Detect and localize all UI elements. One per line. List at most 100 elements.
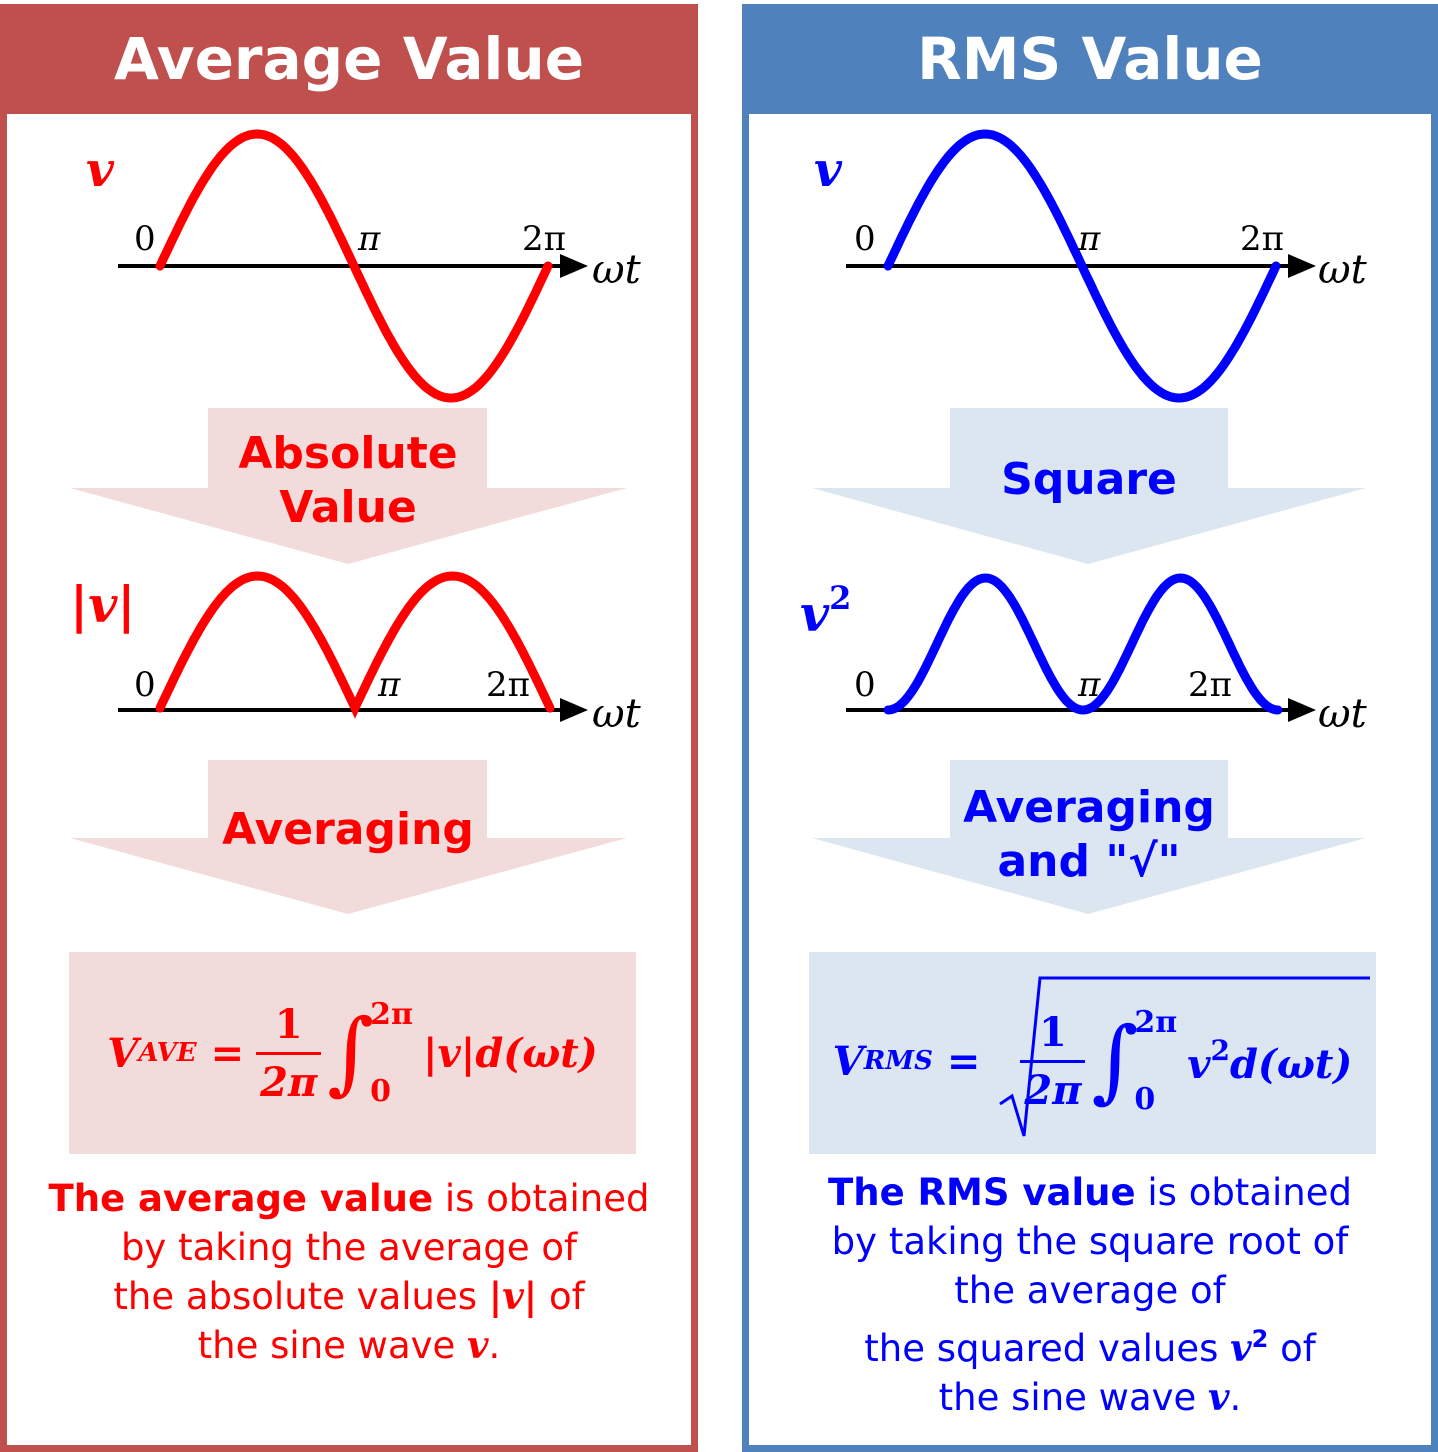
right-desc-line3: the average of <box>954 1269 1226 1312</box>
rms-value-panel: RMS Value <box>742 4 1438 1452</box>
right-sine-wave <box>883 129 1281 403</box>
left-arrow1-line2: Value <box>279 482 417 533</box>
left-wave1-label: v <box>86 142 114 198</box>
right-formula-upper: 2π <box>1134 1005 1178 1040</box>
right-desc-line4-sup: 2 <box>1251 1325 1269 1353</box>
right-formula-box <box>809 952 1376 1154</box>
left-formula-integral: ∫ 2π 0 <box>327 997 413 1109</box>
left-desc-line4-post: . <box>488 1324 501 1367</box>
left-desc-line1-rest: is obtained <box>433 1177 650 1220</box>
right-arrow2-line1: Averaging <box>963 782 1215 833</box>
right-axis-1-arrowhead <box>1288 254 1316 278</box>
right-formula-integrand-var: v <box>1187 1041 1211 1088</box>
right-formula-numerator: 1 <box>1039 1008 1067 1056</box>
right-desc-line2: by taking the square root of <box>831 1220 1349 1263</box>
average-value-panel: Average Value <box>0 4 698 1452</box>
right-formula: V RMS = 1 2π ∫ 2π 0 v2d(ωt) <box>809 968 1376 1154</box>
right-desc-bold: The RMS value <box>828 1171 1136 1214</box>
left-arrow1-line1: Absolute <box>238 428 458 479</box>
left-desc-line4-pre: the sine wave <box>197 1324 468 1367</box>
left-abs-tick-0: 0 <box>134 665 156 705</box>
left-formula-sub: AVE <box>138 1038 197 1068</box>
right-formula-integrand-rest: d(ωt) <box>1229 1041 1353 1088</box>
right-desc-line5-pre: the sine wave <box>938 1376 1209 1419</box>
right-axis-2-arrowhead <box>1288 698 1316 722</box>
left-axis-2-arrowhead <box>560 698 588 722</box>
right-desc-line1: The RMS value is obtained <box>749 1168 1431 1217</box>
left-formula-numerator: 1 <box>274 1000 303 1048</box>
left-formula-limits: 2π 0 <box>370 997 413 1109</box>
left-formula-equals: = <box>210 1029 245 1077</box>
left-desc-line4: the sine wave v. <box>7 1321 691 1370</box>
right-desc-line1-rest: is obtained <box>1135 1171 1352 1214</box>
left-desc-line3: the absolute values |v| of <box>7 1272 691 1321</box>
right-formula-integral: ∫ 2π 0 <box>1091 1005 1177 1117</box>
right-desc-line4: the squared values v2 of <box>749 1315 1431 1373</box>
right-arrow2-line2: and "√" <box>997 836 1181 887</box>
left-arrow2-label: Averaging <box>222 804 474 855</box>
left-desc-line3-post: of <box>537 1275 585 1318</box>
rms-value-header: RMS Value <box>742 4 1438 114</box>
right-formula-limits: 2π 0 <box>1134 1005 1177 1117</box>
left-formula-fraction: 1 2π <box>256 1000 322 1106</box>
right-tick-0: 0 <box>854 219 876 259</box>
left-desc-bold: The average value <box>48 1177 434 1220</box>
left-formula: V AVE = 1 2π ∫ 2π 0 |v|d(ωt) <box>69 952 636 1154</box>
left-arrow-averaging <box>70 760 627 914</box>
right-sq-tick-pi: π <box>1078 665 1101 705</box>
left-desc-line3-pre: the absolute values <box>113 1275 489 1318</box>
right-formula-equals: = <box>946 1037 981 1085</box>
right-wave2-label: v2 <box>800 582 851 639</box>
right-tick-2pi: 2π <box>1240 219 1284 259</box>
right-squared-wave <box>883 573 1283 715</box>
left-desc-line3-var: |v| <box>488 1274 538 1318</box>
right-wave1-label: v <box>814 142 842 198</box>
left-tick-0: 0 <box>134 219 156 259</box>
right-formula-sub: RMS <box>863 1046 933 1076</box>
left-formula-lhs: V <box>107 1029 139 1077</box>
right-sq-tick-2pi: 2π <box>1188 665 1232 705</box>
left-sine-wave <box>155 129 553 403</box>
right-formula-lhs: V <box>832 1037 864 1085</box>
left-axis-1-label: ωt <box>592 247 641 293</box>
right-formula-lower: 0 <box>1134 1082 1156 1117</box>
right-axis-1-label: ωt <box>1318 247 1367 293</box>
right-tick-pi: π <box>1078 219 1101 259</box>
left-desc-line2: by taking the average of <box>120 1226 578 1269</box>
left-wave2-label: |v| <box>70 575 136 634</box>
average-value-header: Average Value <box>0 4 698 114</box>
right-description: The RMS value is obtained by taking the … <box>749 1168 1431 1422</box>
right-desc-line5: the sine wave v. <box>749 1373 1431 1422</box>
left-formula-integrand: |v|d(ωt) <box>422 1029 598 1077</box>
left-arrow-absolute-value <box>70 408 627 564</box>
right-desc-line5-var: v <box>1208 1375 1230 1419</box>
left-desc-line4-var: v <box>467 1323 489 1367</box>
right-arrow-square <box>812 408 1366 564</box>
left-abs-tick-pi: π <box>378 665 401 705</box>
left-abs-wave <box>155 571 555 719</box>
right-arrow-averaging-root <box>812 760 1366 914</box>
right-formula-denominator: 2π <box>1020 1059 1086 1114</box>
left-formula-upper: 2π <box>370 997 413 1032</box>
right-desc-line4-var: v <box>1230 1326 1252 1370</box>
integral-sign: ∫ <box>1091 1008 1139 1113</box>
right-axis-2-label: ωt <box>1318 691 1367 737</box>
right-wave2-var: v <box>800 584 830 643</box>
left-desc-line1: The average value is obtained <box>7 1174 691 1223</box>
right-wave2-sup: 2 <box>829 579 852 617</box>
left-axis-2-label: ωt <box>592 691 641 737</box>
right-formula-integrand-sup: 2 <box>1210 1034 1230 1067</box>
left-formula-denominator: 2π <box>256 1051 322 1106</box>
left-formula-lower: 0 <box>370 1074 391 1109</box>
integral-sign: ∫ <box>327 1000 375 1105</box>
left-description: The average value is obtained by taking … <box>7 1174 691 1370</box>
left-tick-2pi: 2π <box>522 219 566 259</box>
right-desc-line4-post: of <box>1268 1327 1316 1370</box>
sqrt-sign <box>999 976 1370 1137</box>
right-arrow1-label: Square <box>1001 454 1177 505</box>
right-formula-fraction: 1 2π <box>1020 1008 1086 1114</box>
right-desc-line5-post: . <box>1229 1376 1242 1419</box>
left-formula-box <box>69 952 636 1154</box>
left-abs-tick-2pi: 2π <box>486 665 530 705</box>
